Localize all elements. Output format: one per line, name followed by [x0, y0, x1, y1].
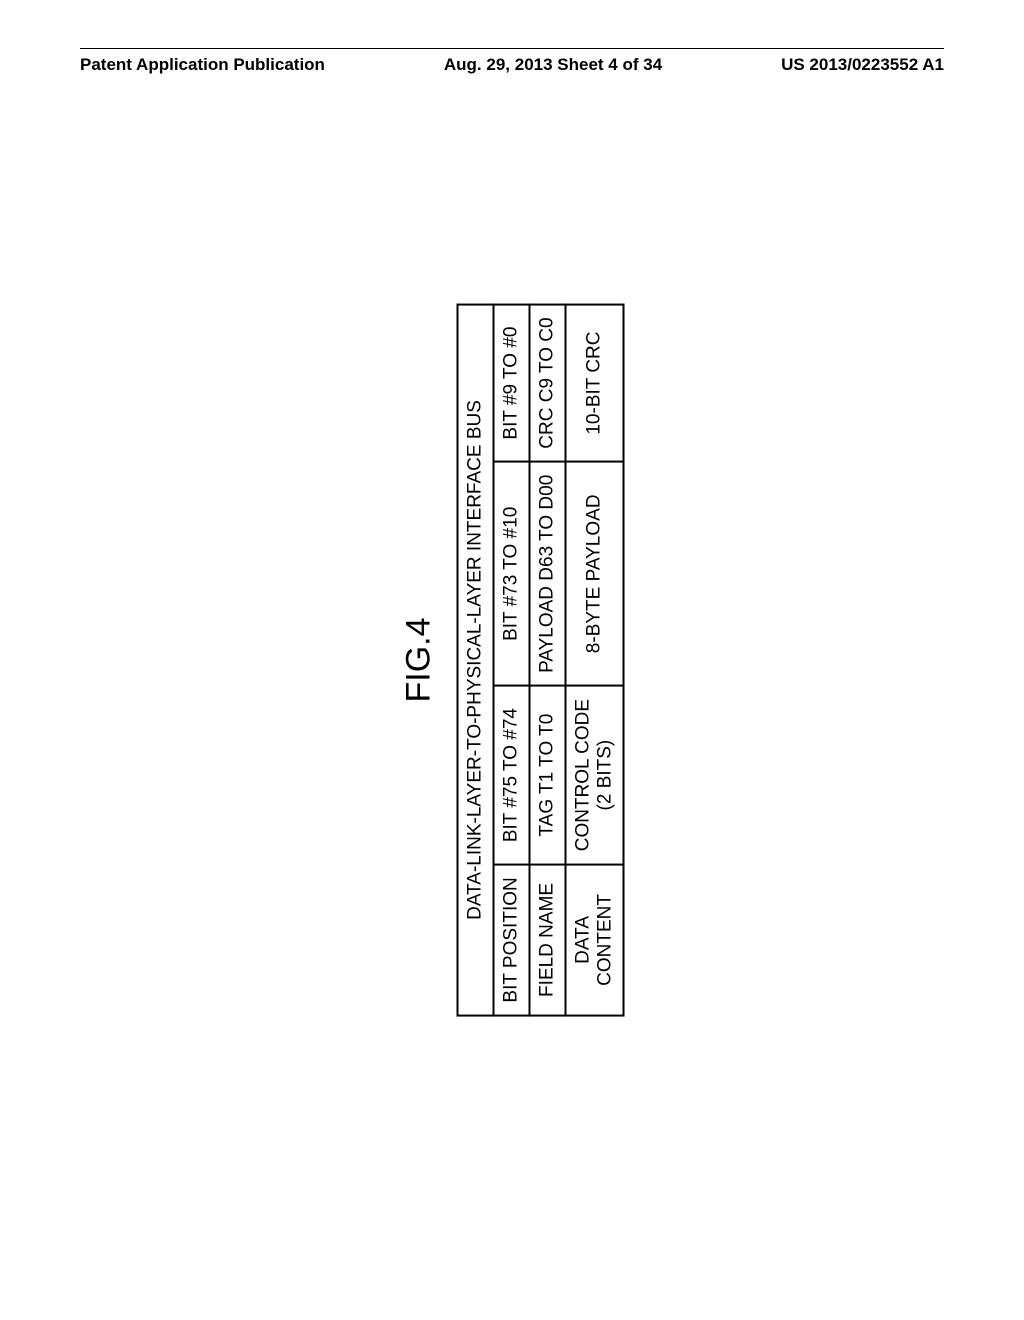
page: Patent Application Publication Aug. 29, …	[0, 0, 1024, 1320]
table-caption: DATA-LINK-LAYER-TO-PHYSICAL-LAYER INTERF…	[458, 304, 494, 1015]
cell: BIT #75 TO #74	[494, 686, 530, 864]
header-text-row: Patent Application Publication Aug. 29, …	[80, 55, 944, 75]
cell: 8-BYTE PAYLOAD	[566, 462, 624, 686]
table-row: DATACONTENT CONTROL CODE(2 BITS) 8-BYTE …	[566, 304, 624, 1015]
cell: BIT #9 TO #0	[494, 304, 530, 461]
figure-title: FIG.4	[400, 303, 439, 1016]
header-center: Aug. 29, 2013 Sheet 4 of 34	[444, 55, 662, 75]
table-row: BIT POSITION BIT #75 TO #74 BIT #73 TO #…	[494, 304, 530, 1015]
cell: CONTROL CODE(2 BITS)	[566, 686, 624, 864]
header-rule	[80, 48, 944, 49]
cell: BIT #73 TO #10	[494, 462, 530, 686]
table-row: FIELD NAME TAG T1 TO T0 PAYLOAD D63 TO D…	[530, 304, 566, 1015]
header-right: US 2013/0223552 A1	[781, 55, 944, 75]
row-label: FIELD NAME	[530, 864, 566, 1015]
page-header: Patent Application Publication Aug. 29, …	[0, 48, 1024, 75]
row-label: DATACONTENT	[566, 864, 624, 1015]
interface-bus-table: DATA-LINK-LAYER-TO-PHYSICAL-LAYER INTERF…	[457, 303, 625, 1016]
figure-container: FIG.4 DATA-LINK-LAYER-TO-PHYSICAL-LAYER …	[400, 303, 625, 1016]
cell: TAG T1 TO T0	[530, 686, 566, 864]
row-label: BIT POSITION	[494, 864, 530, 1015]
cell: CRC C9 TO C0	[530, 304, 566, 461]
cell: PAYLOAD D63 TO D00	[530, 462, 566, 686]
cell: 10-BIT CRC	[566, 304, 624, 461]
header-left: Patent Application Publication	[80, 55, 325, 75]
table-caption-row: DATA-LINK-LAYER-TO-PHYSICAL-LAYER INTERF…	[458, 304, 494, 1015]
